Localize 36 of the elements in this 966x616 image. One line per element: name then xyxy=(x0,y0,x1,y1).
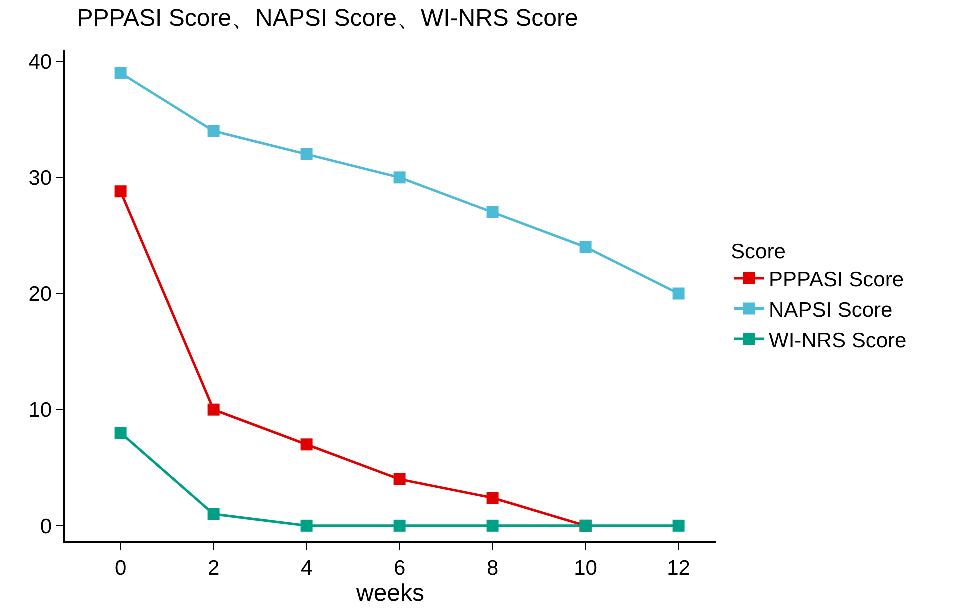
x-tick-label: 0 xyxy=(114,556,127,580)
y-tick-label: 30 xyxy=(28,167,52,190)
point xyxy=(580,241,592,254)
point xyxy=(486,492,499,504)
x-tick-label: 10 xyxy=(574,556,598,580)
point xyxy=(486,520,499,532)
point xyxy=(300,438,313,451)
point xyxy=(300,520,313,532)
point xyxy=(394,172,406,184)
chart-title: PPPASI Score、NAPSI Score、WI-NRS Score xyxy=(77,5,578,32)
point xyxy=(114,427,127,440)
point xyxy=(672,520,685,532)
x-tick-label: 6 xyxy=(394,556,406,580)
x-axis-title: weeks xyxy=(355,580,425,607)
point xyxy=(208,508,220,520)
point xyxy=(394,520,406,532)
x-tick-label: 8 xyxy=(486,556,499,580)
legend-label: WI-NRS Score xyxy=(769,329,907,352)
point xyxy=(394,473,406,486)
y-tick-label: 40 xyxy=(28,50,52,74)
point xyxy=(486,206,499,219)
point xyxy=(672,288,685,300)
y-tick-label: 20 xyxy=(28,283,52,306)
point xyxy=(208,125,220,138)
point xyxy=(114,186,127,198)
legend-label: PPPASI Score xyxy=(769,268,904,292)
legend-title: Score xyxy=(731,240,786,264)
point xyxy=(300,148,313,160)
y-tick-label: 10 xyxy=(28,399,52,422)
legend-label: NAPSI Score xyxy=(769,298,893,322)
point xyxy=(208,404,220,416)
x-tick-label: 2 xyxy=(208,556,220,580)
x-tick-label: 4 xyxy=(300,556,313,580)
point xyxy=(114,67,127,80)
y-tick-label: 0 xyxy=(40,515,52,538)
x-tick-label: 12 xyxy=(667,556,690,580)
